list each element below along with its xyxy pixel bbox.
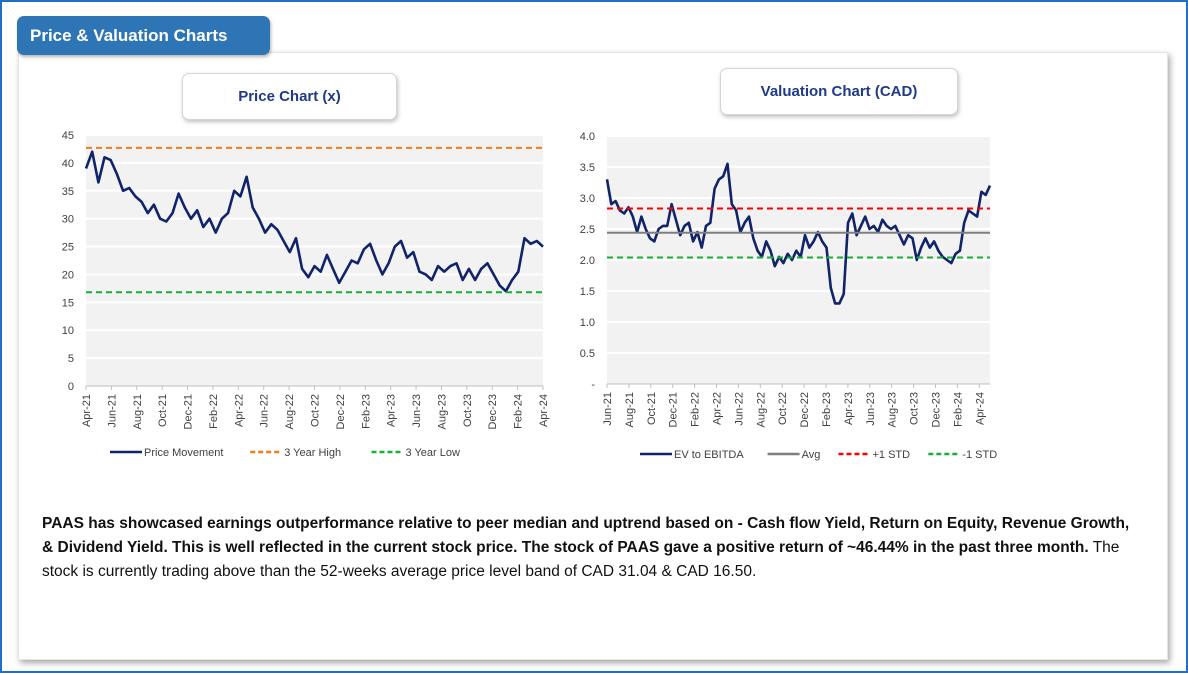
valuation-x-tick-label: Feb-22 [690,392,702,427]
price-x-tick-label: Oct-21 [157,394,169,427]
price-y-tick-label: 25 [62,242,74,254]
price-chart-title: Price Chart (x) [182,73,397,120]
valuation-y-tick-label: 1.5 [580,286,595,298]
valuation-x-tick-label: Jun-22 [733,392,745,426]
price-x-tick-label: Dec-22 [335,394,347,429]
valuation-x-tick-label: Jun-21 [602,392,614,426]
price-x-tick-label: Feb-24 [513,394,525,429]
valuation-x-tick-label: Dec-22 [799,392,811,427]
valuation-x-tick-label: Oct-21 [646,392,658,425]
valuation-y-tick-label: 0.5 [580,348,595,360]
valuation-x-tick-label: Aug-21 [624,392,636,427]
price-x-tick-label: Dec-21 [183,394,195,429]
description-text: PAAS has showcased earnings outperforman… [42,512,1132,584]
price-x-tick-label: Oct-22 [310,394,322,427]
price-plot-area [86,135,543,386]
valuation-x-tick-label: Dec-23 [931,392,943,427]
description-bold: PAAS has showcased earnings outperforman… [42,515,1130,556]
valuation-x-tick-label: Apr-22 [712,392,724,425]
price-x-tick-label: Apr-23 [386,394,398,427]
price-x-tick-label: Jun-22 [259,394,271,428]
price-x-tick-label: Apr-22 [233,394,245,427]
valuation-x-tick-label: Aug-22 [755,392,767,427]
valuation-x-tick-label: Apr-24 [974,392,986,425]
price-x-tick-label: Feb-22 [208,394,220,429]
valuation-legend-label: EV to EBITDA [674,449,744,461]
price-y-tick-label: 10 [62,325,74,337]
valuation-y-tick-label: - [591,379,595,391]
valuation-x-tick-label: Oct-22 [777,392,789,425]
valuation-x-tick-label: Oct-23 [909,392,921,425]
valuation-legend-label: -1 STD [962,449,997,461]
price-x-tick-label: Feb-23 [360,394,372,429]
price-x-tick-label: Dec-23 [487,394,499,429]
price-x-tick-label: Aug-23 [436,394,448,429]
price-y-tick-label: 35 [62,186,74,198]
section-title: Price & Valuation Charts [17,16,270,55]
valuation-legend-label: +1 STD [873,449,911,461]
valuation-x-tick-label: Feb-23 [821,392,833,427]
price-x-tick-label: Oct-23 [462,394,474,427]
price-x-tick-label: Aug-22 [284,394,296,429]
price-y-tick-label: 45 [62,130,74,142]
price-legend-label: Price Movement [144,447,223,459]
valuation-x-tick-label: Aug-23 [887,392,899,427]
valuation-x-tick-label: Feb-24 [952,392,964,427]
description-normal: The stock is currently trading above tha… [42,539,1120,580]
price-y-tick-label: 0 [68,381,74,393]
price-y-tick-label: 30 [62,214,74,226]
valuation-x-tick-label: Jun-23 [865,392,877,426]
valuation-chart-title: Valuation Chart (CAD) [720,68,958,115]
valuation-y-tick-label: 4.0 [580,131,595,143]
price-x-tick-label: Jun-23 [411,394,423,428]
valuation-x-tick-label: Apr-23 [843,392,855,425]
valuation-y-tick-label: 2.0 [580,255,595,267]
price-y-tick-label: 40 [62,158,74,170]
price-y-tick-label: 5 [68,353,74,365]
valuation-x-tick-label: Dec-21 [668,392,680,427]
valuation-y-tick-label: 2.5 [580,224,595,236]
price-y-tick-label: 20 [62,269,74,281]
price-legend-label: 3 Year High [284,447,341,459]
price-x-tick-label: Aug-21 [132,394,144,429]
valuation-y-tick-label: 3.0 [580,193,595,205]
price-x-tick-label: Apr-21 [81,394,93,427]
price-x-tick-label: Apr-24 [538,394,550,427]
price-x-tick-label: Jun-21 [106,394,118,428]
price-y-tick-label: 15 [62,297,74,309]
valuation-legend-label: Avg [802,449,821,461]
valuation-y-tick-label: 1.0 [580,317,595,329]
price-legend-label: 3 Year Low [406,447,460,459]
valuation-y-tick-label: 3.5 [580,162,595,174]
price-series-line [84,150,544,293]
